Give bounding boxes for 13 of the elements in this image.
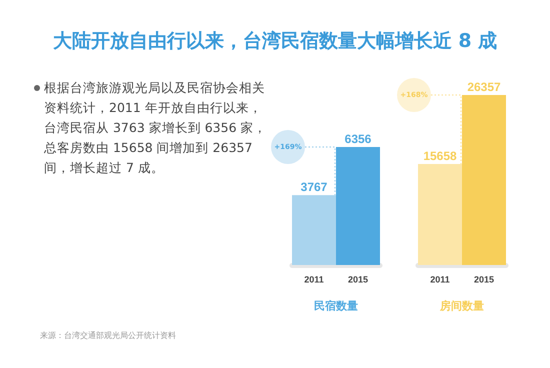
x-axis-title: 民宿数量 [314,300,358,312]
x-tick-label: 2015 [474,274,494,284]
x-tick-label: 2011 [430,274,450,284]
data-label: 26357 [467,80,502,94]
data-label: 15658 [423,149,458,164]
data-label: 3767 [300,180,328,194]
x-axis-title: 房间数量 [439,300,484,312]
text: 根据台湾旅游观光局以及民宿协会相关资料统计，2011 年开放自由行以来，台湾民宿从 3763 家增长到 6356 家，总客房数由 15658 间增加到 26357 间，增长超过 7 成。 [44,80,267,175]
source-note: 来源：台湾交通部观光局公开统计资料 [40,330,176,341]
x-tick-label: 2011 [304,274,324,284]
x-tick-label: 2015 [348,274,368,284]
text: 大陆开放自由行以来，台湾民宿数量大幅增长近 8 成 [52,29,498,54]
data-label: 6356 [344,132,372,146]
